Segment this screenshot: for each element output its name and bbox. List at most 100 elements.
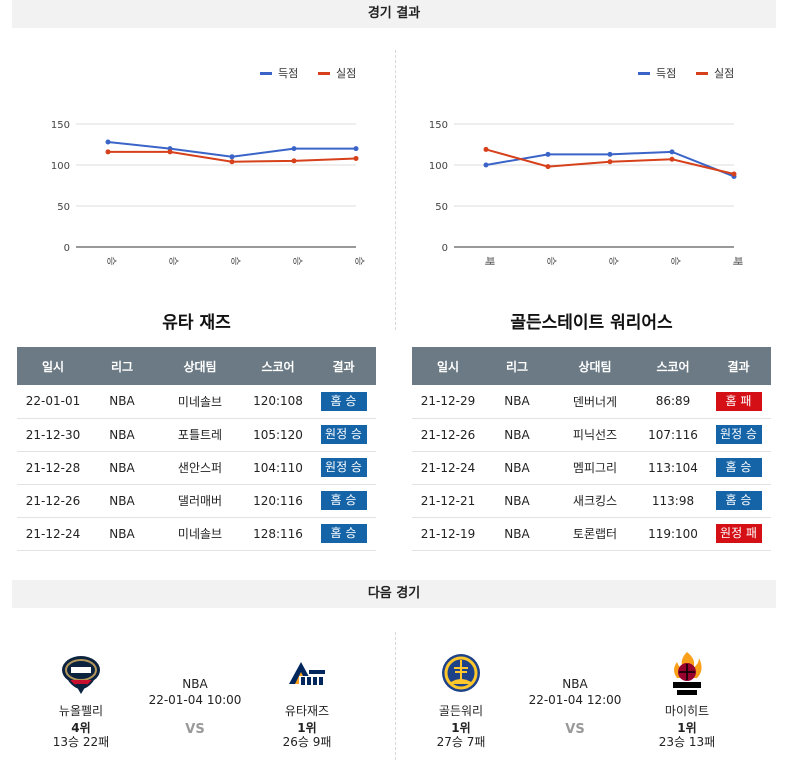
result-badge: 홈 승 <box>320 391 367 411</box>
point-scored <box>353 146 359 152</box>
game-result: 원정 승 <box>311 418 376 452</box>
next-game-datetime: 22-01-04 12:00 <box>528 693 622 707</box>
legend-scored-swatch <box>260 72 272 75</box>
game-date: 21-12-21 <box>412 484 484 518</box>
x-tick-label: 패 <box>483 256 495 265</box>
y-tick-label: 50 <box>57 202 70 213</box>
team-name: 마이히트 <box>664 704 710 718</box>
game-date: 21-12-28 <box>17 451 89 485</box>
game-score: 128:116 <box>245 517 311 551</box>
games-table-utah: 일시 리그 상대팀 스코어 결과 22-01-01 NBA 미네솔브 120:108 홈… <box>17 347 376 551</box>
point-scored <box>483 162 489 168</box>
header-result: 결과 <box>311 347 376 385</box>
team-rank: 1위 <box>297 721 317 735</box>
game-opponent: 토론랩터 <box>550 517 640 551</box>
point-conceded <box>167 149 173 155</box>
result-badge: 원정 패 <box>715 524 762 543</box>
game-date: 22-01-01 <box>17 385 89 419</box>
game-score: 113:104 <box>640 451 706 485</box>
y-tick-label: 150 <box>51 120 70 131</box>
result-badge: 홈 승 <box>320 524 367 543</box>
game-league: NBA <box>89 517 155 551</box>
game-league: NBA <box>484 484 550 518</box>
chart-golden-state: 0 50 100 150 패 승 승 승 패 득점 실점 <box>414 55 764 275</box>
game-opponent: 새크킹스 <box>550 484 640 518</box>
y-tick-label: 50 <box>435 202 448 213</box>
legend-scored-label: 득점 <box>656 67 676 80</box>
game-date: 21-12-26 <box>17 484 89 518</box>
header-league: 리그 <box>89 347 155 385</box>
game-league: NBA <box>484 385 550 419</box>
y-tick-label: 100 <box>51 161 70 172</box>
game-score: 120:108 <box>245 385 311 419</box>
next-game-home-team[interactable]: 골든워리 1위 27승 7패 <box>415 650 507 749</box>
x-tick-label: 패 <box>731 256 743 265</box>
game-result: 홈 승 <box>706 451 771 485</box>
game-result: 원정 승 <box>706 418 771 452</box>
vs-label: VS <box>185 722 205 737</box>
point-conceded <box>291 158 297 164</box>
legend-conceded-label: 실점 <box>714 67 734 80</box>
next-game-2: 골든워리 1위 27승 7패 NBA 22-01-04 12:00 VS 마이히… <box>415 650 745 760</box>
x-tick-label: 승 <box>105 256 117 265</box>
header-date: 일시 <box>412 347 484 385</box>
game-score: 107:116 <box>640 418 706 452</box>
table-row: 21-12-29 NBA 덴버너게 86:89 홈 패 <box>412 385 771 419</box>
y-tick-label: 0 <box>64 243 70 254</box>
game-score: 113:98 <box>640 484 706 518</box>
game-result: 홈 승 <box>311 385 376 419</box>
result-badge: 홈 승 <box>320 491 367 510</box>
point-conceded <box>353 155 359 161</box>
chart-utah-svg: 0 50 100 150 승 승 승 승 승 득점 실점 <box>51 67 365 266</box>
table-row: 22-01-01 NBA 미네솔브 120:108 홈 승 <box>17 385 376 419</box>
table-row: 21-12-24 NBA 멤피그리 113:104 홈 승 <box>412 451 771 485</box>
game-date: 21-12-30 <box>17 418 89 452</box>
game-opponent: 멤피그리 <box>550 451 640 485</box>
header-opponent: 상대팀 <box>155 347 245 385</box>
header-league: 리그 <box>484 347 550 385</box>
point-scored <box>291 146 297 152</box>
vs-label: VS <box>565 722 585 737</box>
table-row: 21-12-26 NBA 댈러매버 120:116 홈 승 <box>17 484 376 518</box>
x-tick-label: 승 <box>229 256 241 265</box>
game-score: 119:100 <box>640 517 706 551</box>
next-game-datetime: 22-01-04 10:00 <box>148 693 242 707</box>
next-game-away-team[interactable]: 유타재즈 1위 26승 9패 <box>261 650 353 749</box>
table-row: 21-12-24 NBA 미네솔브 128:116 홈 승 <box>17 517 376 551</box>
team-name: 유타재즈 <box>284 704 330 718</box>
game-opponent: 샌안스퍼 <box>155 451 245 485</box>
jazz-logo-icon <box>287 650 327 700</box>
game-league: NBA <box>89 484 155 518</box>
header-date: 일시 <box>17 347 89 385</box>
game-league: NBA <box>484 517 550 551</box>
x-tick-label: 승 <box>167 256 179 265</box>
point-conceded <box>545 164 551 170</box>
team-title-golden-state: 골든스테이트 워리어스 <box>510 313 673 333</box>
team-rank: 1위 <box>451 721 471 735</box>
point-scored <box>607 151 613 157</box>
table-row: 21-12-21 NBA 새크킹스 113:98 홈 승 <box>412 484 771 518</box>
game-date: 21-12-24 <box>17 517 89 551</box>
game-opponent: 미네솔브 <box>155 517 245 551</box>
team-rank: 1위 <box>677 721 697 735</box>
y-tick-label: 0 <box>442 243 448 254</box>
team-record: 26승 9패 <box>282 735 332 749</box>
next-game-home-team[interactable]: 뉴올펠리 4위 13승 22패 <box>35 650 127 749</box>
game-league: NBA <box>484 418 550 452</box>
game-opponent: 포틀트레 <box>155 418 245 452</box>
next-game-away-team[interactable]: 마이히트 1위 23승 13패 <box>641 650 733 749</box>
warriors-logo-icon <box>441 650 481 700</box>
games-table-body: 22-01-01 NBA 미네솔브 120:108 홈 승 21-12-30 NBA 포틀트레… <box>17 385 376 551</box>
game-date: 21-12-29 <box>412 385 484 419</box>
game-opponent: 피닉선즈 <box>550 418 640 452</box>
result-badge: 원정 승 <box>320 425 367 444</box>
section-title-results: 경기 결과 <box>12 0 776 28</box>
header-score: 스코어 <box>245 347 311 385</box>
game-league: NBA <box>484 451 550 485</box>
point-conceded <box>105 149 111 155</box>
table-row: 21-12-30 NBA 포틀트레 105:120 원정 승 <box>17 418 376 452</box>
game-score: 105:120 <box>245 418 311 452</box>
point-scored <box>669 149 675 155</box>
team-name: 뉴올펠리 <box>58 704 104 718</box>
chart-golden-state-svg: 0 50 100 150 패 승 승 승 패 득점 실점 <box>429 67 743 266</box>
